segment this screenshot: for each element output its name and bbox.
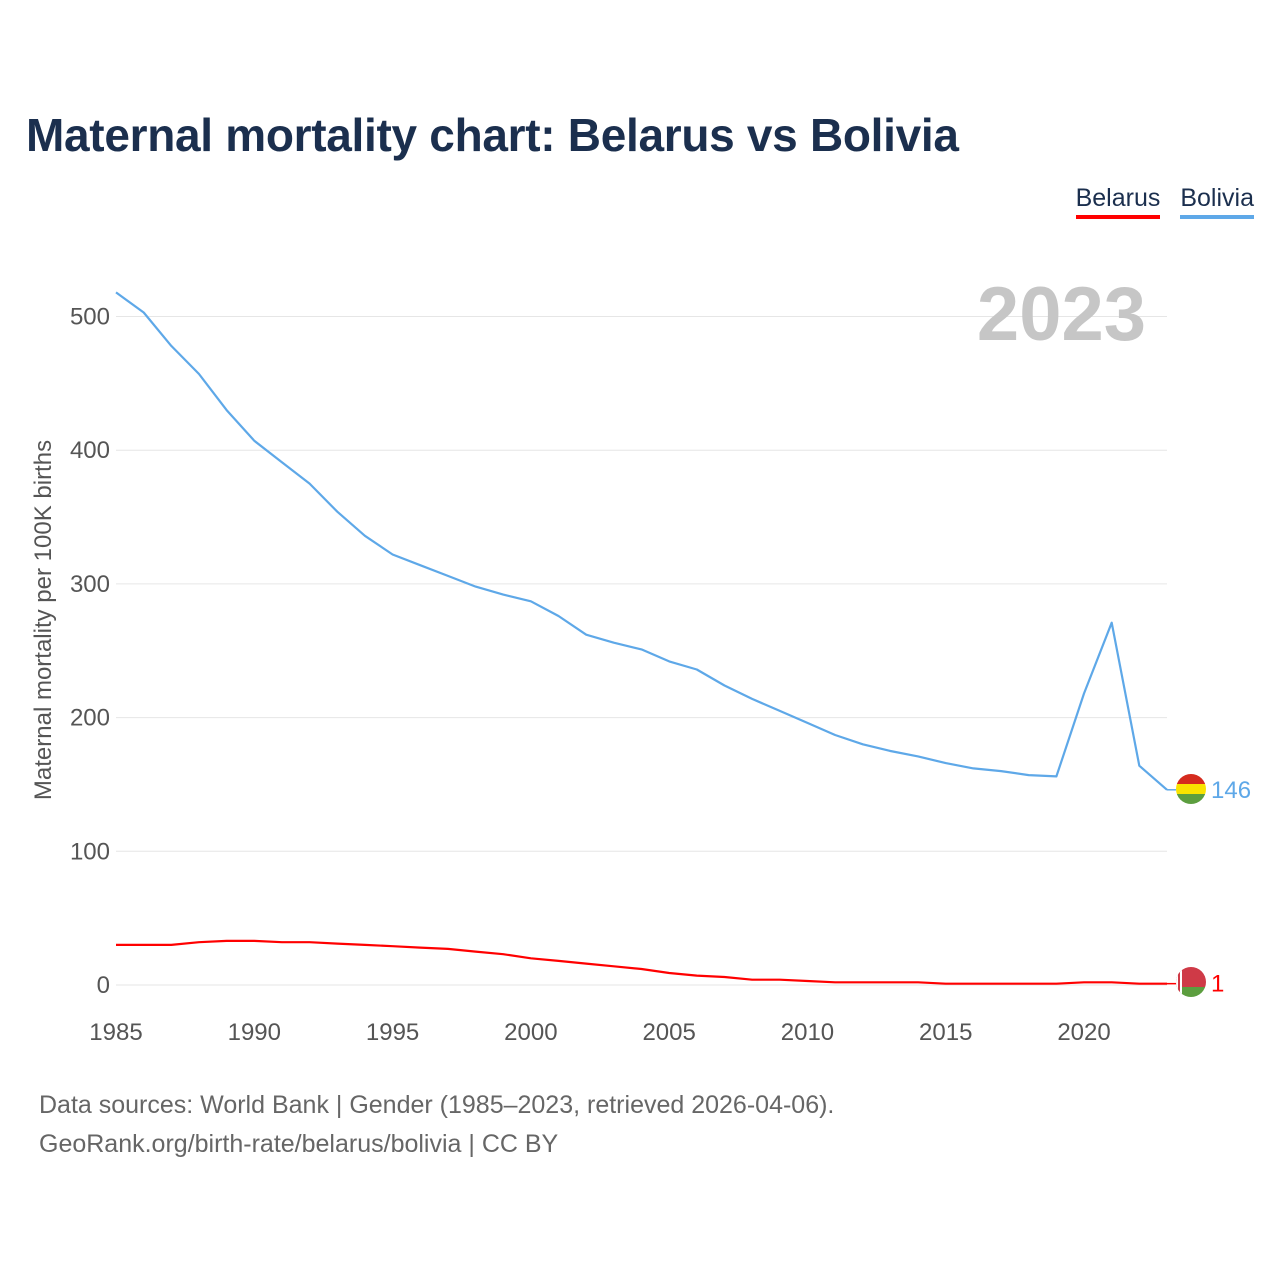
x-tick-label-1995: 1995 (366, 1019, 419, 1046)
x-tick-label-2005: 2005 (642, 1019, 695, 1046)
legend-item-bolivia[interactable]: Bolivia (1180, 184, 1254, 219)
footer-sources: Data sources: World Bank | Gender (1985–… (39, 1091, 835, 1119)
year-watermark: 2023 (977, 272, 1146, 357)
y-tick-label-100: 100 (70, 838, 110, 865)
y-tick-label-300: 300 (70, 571, 110, 598)
x-tick-label-1990: 1990 (228, 1019, 281, 1046)
grid-lines (116, 316, 1167, 986)
series-line-belarus (116, 939, 1167, 985)
y-axis-title: Maternal mortality per 100K births (30, 440, 57, 800)
x-tick-label-2020: 2020 (1057, 1019, 1110, 1046)
y-tick-label-400: 400 (70, 437, 110, 464)
x-tick-label-1985: 1985 (89, 1019, 142, 1046)
x-tick-label-2010: 2010 (781, 1019, 834, 1046)
y-tick-label-200: 200 (70, 705, 110, 732)
x-tick-label-2000: 2000 (504, 1019, 557, 1046)
belarus-flag-icon (1176, 967, 1206, 997)
bolivia-flag-icon (1176, 774, 1206, 804)
end-markers (1176, 774, 1206, 997)
series-line-bolivia (115, 291, 1168, 791)
y-tick-label-0: 0 (97, 972, 110, 999)
y-axis-ticks: 0 100 200 300 400 500 (70, 304, 110, 1000)
x-axis-ticks: 1985 1990 1995 2000 2005 2010 2015 2020 (89, 1019, 1110, 1046)
x-tick-label-2015: 2015 (919, 1019, 972, 1046)
legend-item-belarus[interactable]: Belarus (1075, 184, 1161, 219)
y-tick-label-500: 500 (70, 304, 110, 331)
chart-title: Maternal mortality chart: Belarus vs Bol… (26, 109, 959, 161)
series-layer: 1 146 (115, 291, 1251, 998)
footer-credit[interactable]: GeoRank.org/birth-rate/belarus/bolivia |… (39, 1130, 559, 1158)
end-value-label-bolivia: 146 (1211, 777, 1251, 804)
legend: Belarus Bolivia (1075, 184, 1254, 219)
end-value-label-belarus: 1 (1211, 971, 1224, 998)
footer: Data sources: World Bank | Gender (1985–… (39, 1086, 834, 1164)
